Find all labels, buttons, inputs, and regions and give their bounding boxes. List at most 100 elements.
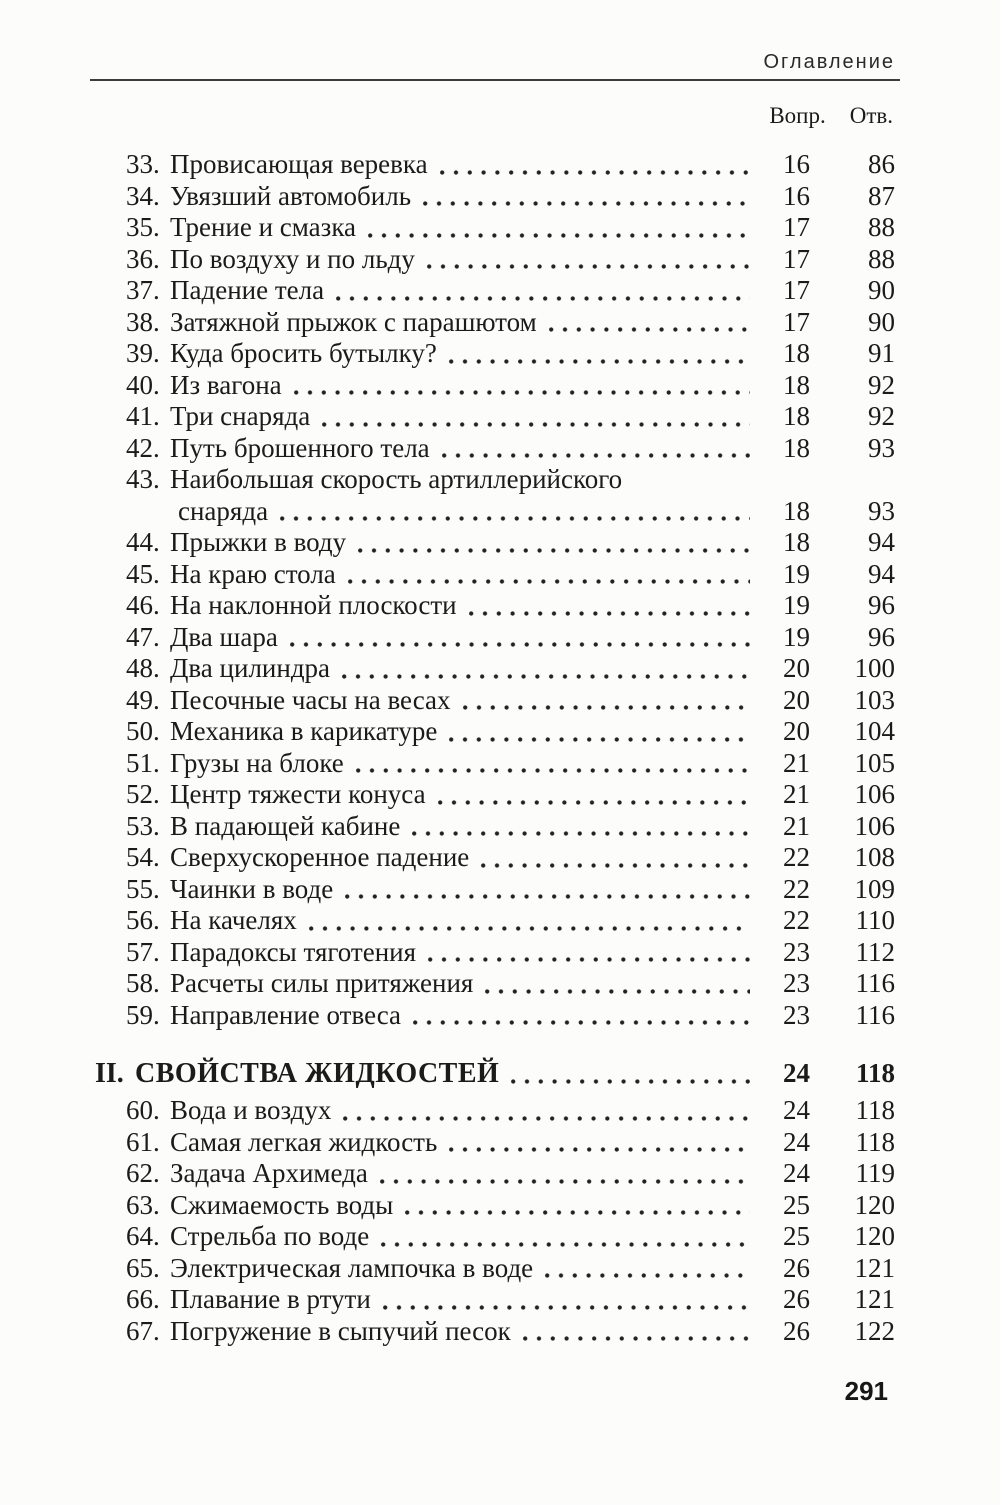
dot-leader xyxy=(522,1335,750,1342)
toc-entry: 39. Куда бросить бутылку? 18 91 xyxy=(90,338,900,370)
answer-page-number: 96 xyxy=(868,590,895,620)
entry-number: 54. xyxy=(126,842,160,872)
question-page-number: 23 xyxy=(783,999,810,1030)
answer-page-number: 96 xyxy=(868,621,895,652)
dot-leader xyxy=(448,357,750,365)
toc-entry: 62. Задача Архимеда 24 119 xyxy=(90,1158,900,1190)
entry-number: 36. xyxy=(126,243,160,274)
toc-entry: 35. Трение и смазка 17 88 xyxy=(90,212,900,244)
entry-number: 44. xyxy=(126,527,160,557)
toc-entry: 52. Центр тяжести конуса 21 106 xyxy=(90,779,900,811)
dot-leader xyxy=(308,924,750,932)
entry-title: Электрическая лампочка в воде xyxy=(170,1252,534,1283)
entry-title: Грузы на блоке xyxy=(170,747,344,778)
entry-title: Падение тела xyxy=(170,275,325,305)
toc-entry: 53. В падающей кабине 21 106 xyxy=(90,811,900,843)
question-page-number: 21 xyxy=(783,810,810,841)
entry-title: Наибольшая скорость артиллерийского xyxy=(170,464,623,494)
answer-page-number: 94 xyxy=(868,527,895,557)
dot-leader xyxy=(437,798,750,806)
question-page-number: 18 xyxy=(783,338,810,368)
question-page-number: 25 xyxy=(783,1221,810,1251)
question-page-number: 18 xyxy=(783,527,810,557)
dot-leader xyxy=(382,1303,750,1311)
toc-entry: 54. Сверхускоренное падение 22 108 xyxy=(90,842,900,874)
entry-number: 41. xyxy=(126,401,160,431)
entry-title: Парадоксы тяготения xyxy=(170,936,417,967)
answer-page-number: 105 xyxy=(854,747,896,778)
answer-page-number: 118 xyxy=(855,1058,895,1088)
toc-entry: 37. Падение тела 17 90 xyxy=(90,275,900,307)
answer-page-number: 90 xyxy=(868,306,895,337)
entry-number: 58. xyxy=(126,968,160,998)
toc-entry: 50. Механика в карикатуре 20 104 xyxy=(90,716,900,748)
entry-title: Песочные часы на весах xyxy=(170,684,451,715)
dot-leader xyxy=(358,546,750,554)
dot-leader xyxy=(511,1078,750,1085)
entry-number: 62. xyxy=(126,1158,160,1188)
toc-entry: 48. Два цилиндра 20 100 xyxy=(90,653,900,685)
dot-leader xyxy=(439,168,750,176)
question-page-number: 22 xyxy=(783,905,810,935)
toc-entry: 46. На наклонной плоскости 19 96 xyxy=(90,590,900,622)
toc-entry: 67. Погружение в сыпучий песок 26 122 xyxy=(90,1316,900,1348)
toc-entry: 41. Три снаряда 18 92 xyxy=(90,401,900,433)
answer-page-number: 121 xyxy=(854,1284,896,1314)
entry-number: 48. xyxy=(126,653,160,683)
questions-column-header: Вопр. xyxy=(769,103,826,128)
entry-title: Чаинки в воде xyxy=(170,873,334,904)
question-page-number: 21 xyxy=(783,747,810,778)
entry-number: 47. xyxy=(126,621,160,652)
entry-number: 57. xyxy=(126,936,160,967)
dot-leader xyxy=(545,1272,750,1279)
answer-page-number: 122 xyxy=(854,1315,896,1346)
question-page-number: 23 xyxy=(783,968,810,998)
answer-page-number: 121 xyxy=(854,1252,896,1283)
entry-number: 34. xyxy=(126,180,160,211)
answer-page-number: 110 xyxy=(855,905,896,935)
entry-number: 59. xyxy=(126,999,160,1030)
question-page-number: 16 xyxy=(783,180,810,211)
question-page-number: 24 xyxy=(783,1126,810,1157)
toc-entry: 63. Сжимаемость воды 25 120 xyxy=(90,1190,900,1222)
toc-entry: 40. Из вагона 18 92 xyxy=(90,370,900,402)
dot-leader xyxy=(449,1146,750,1153)
question-page-number: 20 xyxy=(783,684,810,715)
entry-title: Провисающая веревка xyxy=(170,149,428,179)
entry-title: Прыжки в воду xyxy=(170,527,347,557)
dot-leader xyxy=(548,326,750,333)
answer-page-number: 92 xyxy=(868,401,895,431)
dot-leader xyxy=(423,200,750,207)
toc-entry: 55. Чаинки в воде 22 109 xyxy=(90,874,900,906)
toc-entry: 61. Самая легкая жидкость 24 118 xyxy=(90,1127,900,1159)
entry-title: Плавание в ртути xyxy=(170,1284,371,1314)
entry-number: 40. xyxy=(126,369,160,400)
entry-title: Куда бросить бутылку? xyxy=(170,338,437,368)
answer-page-number: 119 xyxy=(855,1158,896,1188)
question-page-number: 17 xyxy=(783,275,810,305)
answer-page-number: 87 xyxy=(868,180,895,211)
answer-page-number: 109 xyxy=(854,873,896,904)
dot-leader xyxy=(426,263,750,270)
entry-title: Центр тяжести конуса xyxy=(170,779,426,809)
entry-title-continuation: снаряда xyxy=(178,495,269,526)
question-page-number: 24 xyxy=(783,1095,810,1125)
entry-number: 35. xyxy=(126,212,160,242)
answer-page-number: 112 xyxy=(855,936,896,967)
column-headers: Вопр. Отв. xyxy=(90,104,900,128)
question-page-number: 16 xyxy=(783,149,810,179)
entry-number: 53. xyxy=(126,810,160,841)
dot-leader xyxy=(368,231,750,239)
entry-number: 67. xyxy=(126,1315,160,1346)
answer-page-number: 104 xyxy=(854,716,896,746)
entry-title: На наклонной плоскости xyxy=(170,590,457,620)
toc-entry: 57. Парадоксы тяготения 23 112 xyxy=(90,937,900,969)
question-page-number: 17 xyxy=(783,306,810,337)
entry-title: Самая легкая жидкость xyxy=(170,1126,438,1157)
answer-page-number: 106 xyxy=(854,810,896,841)
toc-entry: 47. Два шара 19 96 xyxy=(90,622,900,654)
question-page-number: 17 xyxy=(783,212,810,242)
header-rule xyxy=(90,79,900,81)
dot-leader xyxy=(322,420,750,428)
